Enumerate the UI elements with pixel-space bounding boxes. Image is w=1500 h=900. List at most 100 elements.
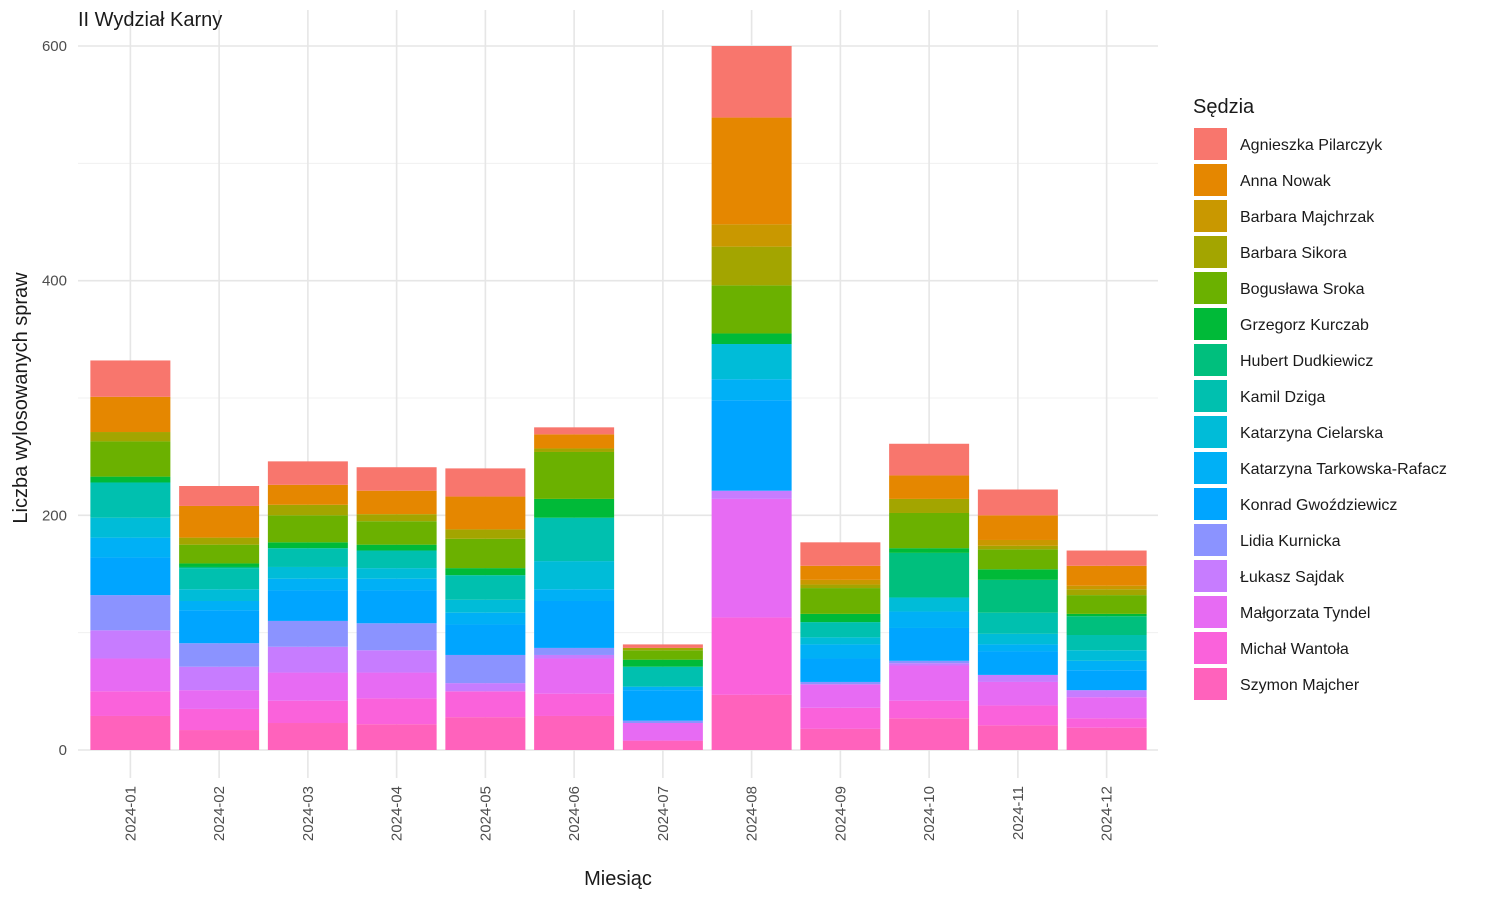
bar-segment	[445, 683, 526, 692]
bar-segment	[1066, 718, 1147, 728]
bar-segment	[977, 644, 1058, 652]
bar-segment	[90, 441, 171, 477]
bar-segment	[534, 600, 615, 648]
bar-segment	[179, 544, 260, 564]
bar-segment	[445, 468, 526, 497]
bar-segment	[267, 484, 348, 505]
bar-segment	[800, 644, 881, 659]
bar-segment	[889, 665, 970, 701]
x-tick-label: 2024-11	[1010, 786, 1027, 840]
bar-segment	[534, 427, 615, 435]
bar-segment	[711, 344, 792, 380]
bar-segment	[1066, 585, 1147, 590]
bar-segment	[534, 451, 615, 499]
bar-segment	[90, 476, 171, 483]
bar-segment	[800, 707, 881, 729]
legend-label: Konrad Gwoździewicz	[1240, 497, 1397, 514]
x-tick-label: 2024-12	[1099, 786, 1116, 841]
bar-segment	[977, 725, 1058, 750]
x-axis-ticks: 2024-01 2024-02 2024-03 2024-04 2024-05 2024-…	[122, 786, 1115, 841]
bar-segment	[179, 566, 260, 569]
bar-segment	[711, 285, 792, 334]
bar-segment	[267, 548, 348, 567]
bar-segment	[977, 651, 1058, 675]
bar-segment	[356, 578, 437, 591]
bar-segment	[977, 549, 1058, 570]
bar-segment	[356, 698, 437, 725]
bar-segment	[889, 498, 970, 513]
legend-key	[1194, 344, 1227, 376]
bar-segment	[800, 684, 881, 708]
bar-segment	[90, 482, 171, 518]
bar-segment	[356, 672, 437, 699]
bar-segment	[711, 224, 792, 247]
bar-segment	[179, 666, 260, 691]
bar-segment	[889, 548, 970, 553]
bar-segment	[445, 575, 526, 600]
x-axis-title: Miesiąc	[584, 868, 652, 890]
bar-segment	[800, 579, 881, 585]
bar-segment	[267, 578, 348, 591]
bar-segment	[977, 579, 1058, 613]
bar-segment	[267, 515, 348, 543]
legend-label: Bogusława Sroka	[1240, 281, 1365, 298]
bar-segment	[445, 612, 526, 625]
bar-segment	[1066, 595, 1147, 614]
bar-segment	[622, 740, 703, 750]
x-tick-label: 2024-04	[389, 786, 406, 841]
bar-segment	[90, 360, 171, 397]
bar-segment	[179, 537, 260, 545]
bar-segment	[90, 630, 171, 659]
bar-segment	[977, 545, 1058, 550]
bar-segment	[1066, 650, 1147, 661]
bar-segment	[622, 686, 703, 691]
bar-segment	[889, 660, 970, 664]
bar-segment	[179, 690, 260, 709]
bar-segment	[179, 600, 260, 611]
bar-segment	[534, 498, 615, 518]
bar-segment	[445, 538, 526, 569]
legend-key	[1194, 668, 1227, 700]
y-tick-label: 400	[42, 273, 67, 290]
bar-segment	[622, 650, 703, 660]
bar-segment	[179, 505, 260, 538]
bar-segment	[800, 613, 881, 623]
legend-key	[1194, 236, 1227, 268]
legend-key	[1194, 380, 1227, 412]
bar-segment	[90, 715, 171, 750]
bar-segment	[267, 723, 348, 750]
legend-key	[1194, 200, 1227, 232]
bar-segment	[800, 681, 881, 685]
x-tick-label: 2024-07	[655, 786, 672, 841]
bar-segment	[1066, 727, 1147, 750]
legend-key	[1194, 596, 1227, 628]
legend-key	[1194, 560, 1227, 592]
y-tick-label: 600	[42, 38, 67, 55]
bar-segment	[356, 568, 437, 579]
legend-label: Hubert Dudkiewicz	[1240, 353, 1373, 370]
bar-segment	[445, 599, 526, 613]
legend-key	[1194, 164, 1227, 196]
bar-segment	[267, 700, 348, 724]
x-tick-label: 2024-01	[122, 786, 139, 841]
bar-segment	[622, 659, 703, 667]
bar-segment	[889, 552, 970, 598]
bar-segment	[622, 644, 703, 648]
bar-segment	[977, 705, 1058, 726]
bar-segment	[534, 715, 615, 750]
bar-segment	[800, 622, 881, 638]
bar-segment	[356, 544, 437, 551]
bar-segment	[445, 568, 526, 576]
bar-segment	[711, 617, 792, 695]
legend-label: Anna Nowak	[1240, 173, 1332, 190]
bar-segment	[356, 724, 437, 750]
bar-segment	[711, 117, 792, 225]
bar-segment	[356, 467, 437, 491]
bar-segment	[534, 448, 615, 452]
bar-segment	[90, 537, 171, 558]
bar-segment	[889, 663, 970, 666]
y-axis-title: Liczba wylosowanych spraw	[10, 272, 32, 524]
bar-segment	[711, 400, 792, 491]
bar-segment	[800, 728, 881, 750]
